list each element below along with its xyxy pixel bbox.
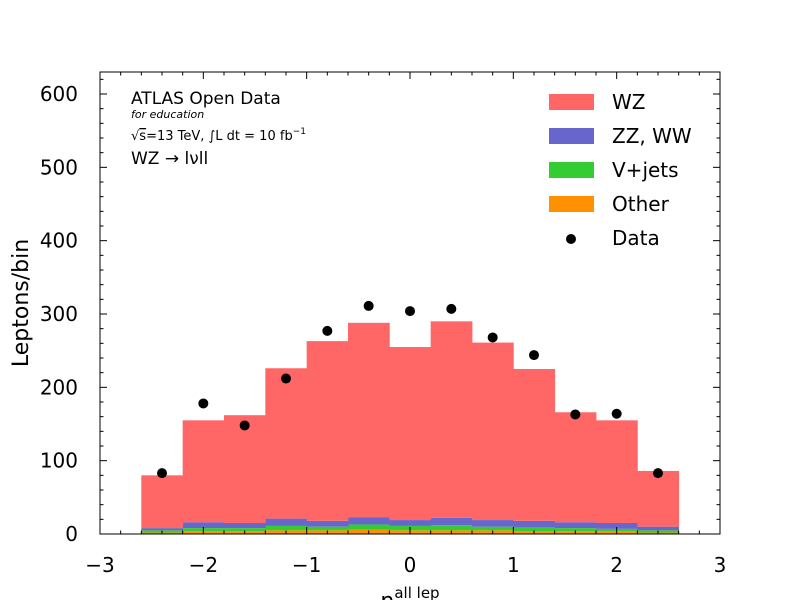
bar-zz-ww-bin-7 [430,517,473,526]
data-point-4 [322,325,333,336]
y-tick-labels: 0 100 200 300 400 500 600 [40,82,78,546]
axis-ticks [99,72,721,535]
bar-zz-ww-bin-4 [306,520,349,527]
y-tick-label-4: 400 [40,229,78,253]
bar-wz-bin-0 [141,475,184,529]
data-point-3 [281,373,291,384]
bar-wz-bin-7 [430,321,473,518]
x-tick-label-2: −1 [292,553,321,577]
data-point-0 [157,468,167,479]
annotation-block: ATLAS Open Data for education √s=13 TeV,… [131,89,306,169]
y-axis-label: Leptons/bin [9,239,34,367]
legend-label-zz-ww: ZZ, WW [612,124,692,148]
data-point-12 [653,468,663,479]
bar-wz-bin-9 [513,369,556,521]
x-tick-labels: −3 −2 −1 0 1 2 3 [85,553,726,577]
bar-v-jets-bin-10 [554,528,597,532]
data-points [157,300,663,479]
y-tick-label-3: 300 [40,302,78,326]
bar-wz-bin-11 [596,420,638,523]
bar-zz-ww-bin-5 [348,517,390,525]
bar-v-jets-bin-2 [224,528,266,532]
energy-text: =13 TeV, ∫L dt = 10 fb [146,129,293,144]
energy-exponent: −1 [293,127,306,137]
data-point-8 [487,332,498,343]
bar-v-jets-bin-3 [265,525,308,531]
y-tick-label-6: 600 [40,82,78,106]
bar-wz-bin-12 [637,470,680,527]
x-axis-label-main: η [380,589,394,600]
bar-zz-ww-bin-1 [182,522,225,529]
bar-wz-bin-5 [348,322,390,518]
experiment-label: ATLAS Open Data [131,89,281,109]
sqrt-symbol: √ [131,129,140,144]
data-point-1 [198,398,209,409]
bar-v-jets-bin-4 [306,526,349,531]
bar-zz-ww-bin-9 [513,520,556,528]
bar-zz-ww-bin-2 [224,523,266,529]
bar-zz-ww-bin-0 [141,528,184,531]
y-tick-label-0: 0 [65,522,78,546]
legend: WZ ZZ, WW V+jets Other Data [549,90,692,250]
data-point-10 [570,409,581,420]
bar-wz-bin-6 [389,347,432,521]
bar-zz-ww-bin-12 [637,526,680,531]
process-label: WZ → lνll [131,149,208,169]
legend-label-data: Data [612,226,660,250]
x-tick-label-1: −2 [189,553,218,577]
legend-label-wz: WZ [612,90,645,114]
bar-zz-ww-bin-10 [554,522,597,529]
bar-v-jets-bin-9 [513,527,556,532]
data-point-9 [529,350,539,361]
bar-zz-ww-bin-3 [265,518,308,526]
bar-v-jets-bin-7 [430,525,473,531]
education-label: for education [131,108,204,121]
x-tick-label-3: 0 [404,553,417,577]
bar-wz-bin-3 [265,368,308,519]
data-point-11 [611,408,622,419]
legend-swatch-v-jets [549,162,594,178]
y-tick-label-5: 500 [40,155,78,179]
bar-wz-bin-10 [554,412,597,523]
legend-label-v-jets: V+jets [612,158,679,182]
bar-zz-ww-bin-6 [389,520,432,526]
x-tick-label-4: 1 [507,553,520,577]
s-letter: s [139,129,146,144]
y-tick-label-1: 100 [40,449,78,473]
legend-marker-data [566,234,576,244]
bar-v-jets-bin-5 [348,524,390,530]
x-tick-label-5: 2 [610,553,623,577]
legend-swatch-wz [549,94,594,110]
x-axis-label: ηall lep [380,584,439,600]
legend-swatch-zz-ww [549,128,594,144]
y-tick-label-2: 200 [40,375,78,399]
data-point-2 [239,420,250,431]
legend-swatch-other [549,196,594,212]
bar-zz-ww-bin-8 [472,520,514,527]
energy-label: √s=13 TeV, ∫L dt = 10 fb−1 [131,127,306,144]
x-tick-label-0: −3 [85,553,114,577]
bar-v-jets-bin-8 [472,526,514,531]
data-point-5 [363,300,374,311]
bar-wz-bin-1 [182,420,225,523]
stacked-bars [141,321,680,534]
bar-wz-bin-4 [306,341,349,521]
bar-wz-bin-2 [224,415,266,523]
legend-label-other: Other [612,192,670,216]
data-point-7 [446,303,457,314]
x-tick-label-6: 3 [714,553,727,577]
bar-wz-bin-8 [472,342,514,521]
x-axis-label-sup: all lep [394,584,439,600]
bar-zz-ww-bin-11 [596,523,638,529]
data-point-6 [405,306,415,317]
